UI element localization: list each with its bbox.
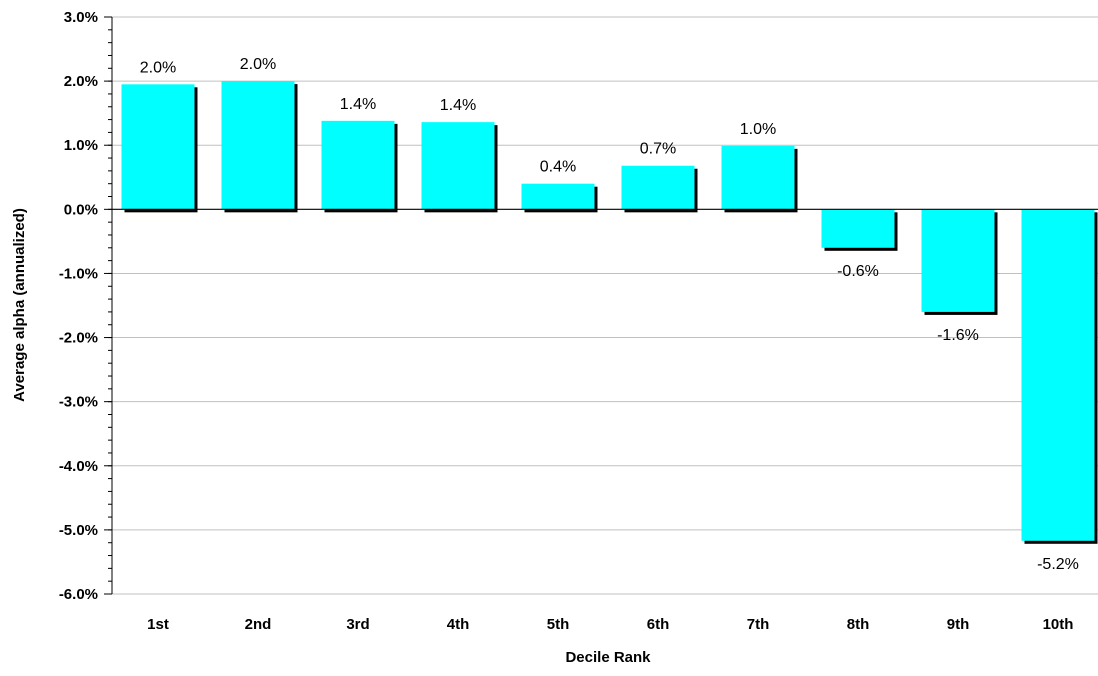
bar-10th — [1021, 209, 1095, 541]
y-tick-label: 2.0% — [64, 73, 98, 90]
x-tick-label: 10th — [1043, 616, 1074, 633]
y-tick-label: 0.0% — [64, 201, 98, 218]
x-tick-label: 1st — [147, 616, 169, 633]
data-label: 1.0% — [740, 121, 776, 138]
bar-4th — [421, 122, 495, 210]
x-tick-label: 5th — [547, 616, 570, 633]
x-tick-label: 9th — [947, 616, 970, 633]
x-tick-label: 6th — [647, 616, 670, 633]
y-tick-label: -1.0% — [59, 265, 98, 282]
data-label: 1.4% — [440, 97, 476, 114]
bar-1st — [121, 84, 195, 210]
data-label: 0.7% — [640, 141, 676, 158]
data-label: 1.4% — [340, 96, 376, 113]
y-tick-label: -2.0% — [59, 330, 98, 347]
data-label: -5.2% — [1037, 556, 1079, 573]
x-tick-label: 4th — [447, 616, 470, 633]
y-tick-label: 3.0% — [64, 9, 98, 26]
bar-3rd — [321, 120, 395, 210]
bars — [121, 81, 1098, 544]
data-label: -1.6% — [937, 327, 979, 344]
y-tick-label: -3.0% — [59, 394, 98, 411]
bar-8th — [821, 209, 895, 248]
x-tick-label: 7th — [747, 616, 770, 633]
y-tick-label: 1.0% — [64, 137, 98, 154]
x-axis-title: Decile Rank — [565, 649, 651, 666]
bar-5th — [521, 183, 595, 210]
x-tick-label: 8th — [847, 616, 870, 633]
bar-2nd — [221, 81, 295, 210]
bar-6th — [621, 165, 695, 210]
y-axis-title: Average alpha (annualized) — [11, 208, 28, 402]
y-tick-label: -4.0% — [59, 458, 98, 475]
x-tick-label: 2nd — [245, 616, 272, 633]
data-label: 0.4% — [540, 159, 576, 176]
data-label: 2.0% — [140, 59, 176, 76]
bar-9th — [921, 209, 995, 312]
labels: 3.0% 2.0% 1.0% 0.0% -1.0% -2.0% -3.0% -4.0% -5.0… — [59, 9, 1079, 633]
data-label: -0.6% — [837, 263, 879, 280]
bar-7th — [721, 145, 795, 210]
data-label: 2.0% — [240, 56, 276, 73]
x-tick-label: 3rd — [346, 616, 369, 633]
y-tick-label: -6.0% — [59, 586, 98, 603]
axes — [104, 16, 1098, 595]
y-tick-label: -5.0% — [59, 522, 98, 539]
